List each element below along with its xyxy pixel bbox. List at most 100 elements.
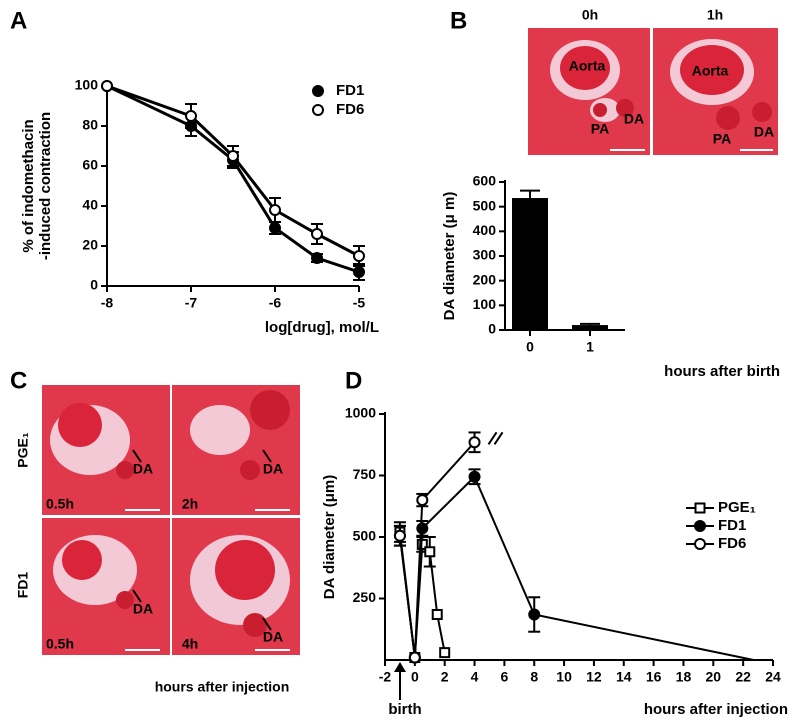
label: 2 (441, 669, 449, 685)
photo (172, 518, 300, 655)
label: -2 (379, 669, 392, 685)
label: 400 (473, 222, 497, 238)
marker (416, 494, 429, 507)
label: 0 (411, 669, 419, 685)
label: DA (754, 124, 774, 140)
label: -8 (101, 295, 114, 311)
label: 0.5h (46, 496, 74, 512)
label: 14 (616, 669, 632, 685)
label: 4h (182, 636, 198, 652)
label: FD6 (718, 535, 746, 552)
panel-label: A (10, 7, 27, 34)
label: 500 (353, 528, 377, 544)
marker (269, 222, 281, 234)
photo (42, 385, 170, 515)
label: DA (624, 111, 644, 127)
photo (653, 28, 778, 155)
legend-marker (312, 85, 324, 97)
label: DA (263, 629, 283, 645)
legend-marker (694, 502, 706, 514)
label: PGE₁ (718, 499, 756, 516)
marker (393, 529, 406, 542)
marker (468, 436, 481, 449)
label: 1 (586, 339, 594, 355)
label: 500 (473, 197, 497, 213)
label: FD1 (718, 517, 746, 534)
series-line (106, 84, 360, 274)
marker (416, 522, 429, 535)
label: log[drug], mol/L (265, 319, 379, 336)
label: 100 (473, 296, 497, 312)
marker (353, 266, 365, 278)
label: birth (388, 701, 421, 718)
marker (353, 250, 365, 262)
label: FD6 (336, 101, 364, 118)
bar (572, 325, 608, 330)
label: DA diameter (μ m) (441, 192, 458, 321)
label: hours after injection (644, 701, 788, 718)
pointer-arrow (262, 617, 272, 631)
label: 250 (353, 589, 377, 605)
marker (424, 546, 436, 558)
panel-label: C (10, 367, 27, 394)
marker (408, 651, 421, 664)
marker (269, 204, 281, 216)
label: 600 (473, 173, 497, 189)
label: DA (133, 461, 153, 477)
label: 100 (75, 77, 99, 93)
label: 1h (707, 7, 723, 23)
label: 300 (473, 247, 497, 263)
label: 0 (526, 339, 534, 355)
label: % of indomethacin (20, 119, 37, 252)
label: 750 (353, 466, 377, 482)
label: 200 (473, 271, 497, 287)
label: -5 (353, 295, 366, 311)
label: 6 (500, 669, 508, 685)
label: 1000 (345, 405, 376, 421)
legend-marker (694, 538, 706, 550)
pointer-arrow (132, 449, 142, 463)
photo (172, 385, 300, 515)
label: 24 (765, 669, 781, 685)
marker (101, 80, 113, 92)
legend-marker (694, 520, 706, 532)
label: 2h (182, 496, 198, 512)
label: -6 (269, 295, 282, 311)
label: FD1 (15, 572, 31, 599)
label: 0.5h (46, 636, 74, 652)
label: 4 (471, 669, 479, 685)
marker (311, 228, 323, 240)
marker (431, 608, 443, 620)
label: PGE₁ (15, 432, 31, 468)
photo (42, 518, 170, 655)
label: -7 (185, 295, 198, 311)
photo (528, 28, 650, 155)
axis-break (493, 431, 504, 445)
label: 80 (82, 117, 98, 133)
axis-break (487, 431, 498, 445)
label: 16 (646, 669, 662, 685)
label: hours after injection (155, 679, 290, 695)
label: 40 (82, 197, 98, 213)
label: PA (591, 121, 609, 137)
label: 60 (82, 157, 98, 173)
label: 8 (530, 669, 538, 685)
marker (468, 470, 481, 483)
pointer-arrow (132, 589, 142, 603)
label: Aorta (569, 58, 606, 74)
label: 0 (90, 277, 98, 293)
label: 0 (488, 321, 496, 337)
label: DA diameter (μm) (321, 475, 338, 599)
birth-arrow (394, 662, 406, 700)
label: -induced contraction (37, 112, 54, 260)
series-line (106, 84, 360, 258)
pointer-arrow (262, 449, 272, 463)
marker (185, 110, 197, 122)
micrographs (42, 28, 778, 655)
label: 18 (676, 669, 692, 685)
label: hours after birth (664, 363, 780, 380)
label: DA (263, 461, 283, 477)
label: PA (713, 131, 731, 147)
label: 20 (82, 237, 98, 253)
